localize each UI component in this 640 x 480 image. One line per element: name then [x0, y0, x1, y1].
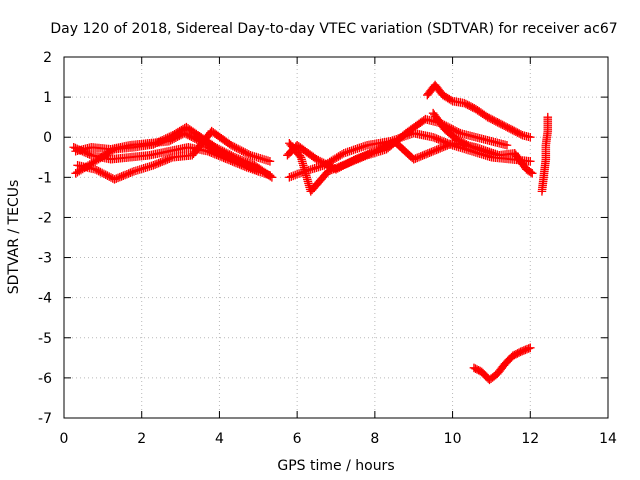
data-point-marker	[513, 128, 522, 137]
x-tick-label: 4	[215, 431, 224, 447]
data-point-marker	[265, 171, 275, 180]
data-point-marker	[496, 119, 506, 129]
plot-frame	[63, 56, 609, 419]
data-point-marker	[452, 134, 461, 144]
data-point-marker	[254, 167, 263, 176]
y-tick-label: -7	[38, 411, 52, 427]
grid	[64, 57, 608, 418]
data-point-marker	[460, 139, 470, 148]
y-tick-label: -2	[38, 210, 52, 226]
data-points	[69, 80, 553, 385]
y-tick-label: 2	[43, 50, 52, 66]
y-tick-label: -5	[38, 331, 52, 347]
y-tick-label: -6	[38, 371, 52, 387]
x-tick-label: 8	[370, 431, 379, 447]
data-point-marker	[484, 113, 494, 123]
data-point-marker	[499, 121, 509, 131]
data-point-marker	[461, 99, 471, 109]
data-point-marker	[508, 125, 517, 135]
data-point-marker	[510, 350, 519, 360]
data-point-marker	[514, 348, 524, 357]
x-tick-label: 10	[444, 431, 462, 447]
data-point-marker	[498, 120, 507, 130]
data-point-marker	[503, 123, 512, 132]
data-point-marker	[509, 126, 519, 136]
x-tick-label: 2	[137, 431, 146, 447]
data-point-marker	[489, 116, 499, 125]
y-tick-label: 1	[43, 90, 52, 106]
data-point-marker	[469, 363, 479, 373]
data-point-marker	[466, 102, 476, 111]
y-tick-label: -3	[38, 251, 52, 267]
chart-title: Day 120 of 2018, Sidereal Day-to-day VTE…	[50, 21, 617, 37]
data-point-marker	[504, 124, 514, 133]
x-tick-label: 14	[599, 431, 617, 447]
data-point-marker	[526, 132, 535, 142]
data-point-marker	[491, 117, 501, 126]
data-point-marker	[502, 140, 512, 150]
data-point-marker	[458, 138, 468, 147]
data-point-marker	[446, 95, 456, 105]
data-point-marker	[468, 103, 477, 112]
y-tick-label: 0	[43, 130, 52, 146]
data-point-marker	[486, 114, 496, 124]
data-point-marker	[455, 136, 465, 146]
y-tick-label: -4	[38, 291, 52, 307]
data-point-marker	[511, 127, 521, 137]
data-point-marker	[543, 112, 553, 122]
x-axis-label: GPS time / hours	[277, 458, 394, 474]
data-point-marker	[464, 101, 474, 110]
data-point-marker	[471, 364, 480, 373]
data-point-marker	[474, 365, 483, 375]
data-point-marker	[459, 98, 469, 108]
data-point-marker	[513, 349, 522, 358]
data-point-marker	[508, 351, 518, 361]
x-tick-label: 6	[293, 431, 302, 447]
data-point-marker	[514, 129, 524, 138]
data-point-marker	[483, 112, 492, 122]
y-tick-label: -1	[38, 170, 52, 186]
data-point-marker	[494, 118, 504, 128]
data-point-marker	[527, 169, 537, 178]
data-point-marker	[472, 365, 482, 374]
data-point-marker	[526, 343, 535, 353]
x-tick-label: 12	[521, 431, 539, 447]
data-point-marker	[516, 130, 526, 139]
data-point-marker	[265, 157, 275, 166]
data-point-marker	[501, 122, 511, 131]
y-axis-label: SDTVAR / TECUs	[6, 180, 22, 295]
data-point-marker	[511, 349, 521, 359]
data-point-marker	[506, 124, 516, 134]
data-point-marker	[457, 137, 466, 147]
data-point-marker	[488, 115, 497, 125]
data-point-marker	[462, 140, 471, 149]
data-point-marker	[526, 168, 536, 177]
data-point-marker	[453, 135, 463, 145]
data-point-marker	[526, 157, 535, 166]
data-point-marker	[463, 100, 472, 110]
data-point-marker	[493, 118, 502, 127]
x-tick-label: 0	[60, 431, 69, 447]
